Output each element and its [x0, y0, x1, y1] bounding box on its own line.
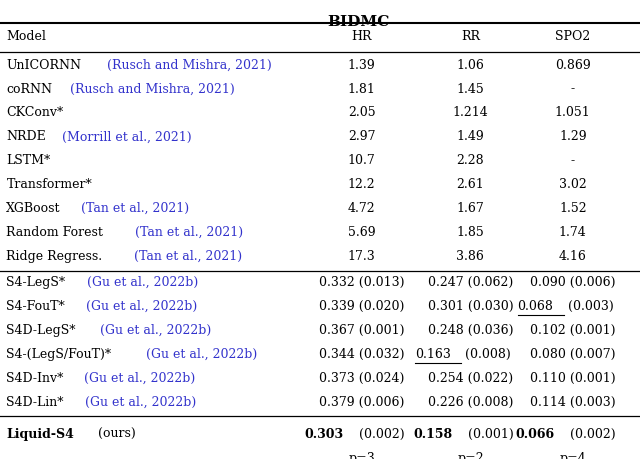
Text: 1.45: 1.45 — [456, 83, 484, 95]
Text: 1.29: 1.29 — [559, 130, 587, 143]
Text: 0.339 (0.020): 0.339 (0.020) — [319, 300, 404, 313]
Text: 2.61: 2.61 — [456, 178, 484, 191]
Text: 0.367 (0.001): 0.367 (0.001) — [319, 324, 404, 337]
Text: 10.7: 10.7 — [348, 154, 376, 168]
Text: p=4: p=4 — [559, 452, 586, 459]
Text: UnICORNN: UnICORNN — [6, 59, 81, 72]
Text: Transformer*: Transformer* — [6, 178, 92, 191]
Text: 1.67: 1.67 — [456, 202, 484, 215]
Text: 1.49: 1.49 — [456, 130, 484, 143]
Text: p=2: p=2 — [457, 452, 484, 459]
Text: 0.303: 0.303 — [305, 428, 344, 441]
Text: 1.39: 1.39 — [348, 59, 376, 72]
Text: (Tan et al., 2021): (Tan et al., 2021) — [131, 250, 243, 263]
Text: p=3: p=3 — [348, 452, 375, 459]
Text: (Morrill et al., 2021): (Morrill et al., 2021) — [58, 130, 191, 143]
Text: S4D-Lin*: S4D-Lin* — [6, 396, 64, 409]
Text: 0.254 (0.022): 0.254 (0.022) — [428, 372, 513, 385]
Text: 1.85: 1.85 — [456, 226, 484, 239]
Text: HR: HR — [351, 30, 372, 44]
Text: (Gu et al., 2022b): (Gu et al., 2022b) — [81, 396, 196, 409]
Text: 0.102 (0.001): 0.102 (0.001) — [530, 324, 616, 337]
Text: 17.3: 17.3 — [348, 250, 376, 263]
Text: (Gu et al., 2022b): (Gu et al., 2022b) — [142, 348, 257, 361]
Text: 3.02: 3.02 — [559, 178, 587, 191]
Text: 3.86: 3.86 — [456, 250, 484, 263]
Text: (0.002): (0.002) — [566, 428, 616, 441]
Text: 2.28: 2.28 — [456, 154, 484, 168]
Text: (Tan et al., 2021): (Tan et al., 2021) — [77, 202, 189, 215]
Text: 1.214: 1.214 — [452, 106, 488, 119]
Text: 0.869: 0.869 — [555, 59, 591, 72]
Text: BIDMC: BIDMC — [327, 15, 390, 29]
Text: (0.008): (0.008) — [461, 348, 511, 361]
Text: 12.2: 12.2 — [348, 178, 376, 191]
Text: 0.248 (0.036): 0.248 (0.036) — [428, 324, 513, 337]
Text: 0.226 (0.008): 0.226 (0.008) — [428, 396, 513, 409]
Text: 2.05: 2.05 — [348, 106, 376, 119]
Text: 0.247 (0.062): 0.247 (0.062) — [428, 276, 513, 289]
Text: NRDE: NRDE — [6, 130, 46, 143]
Text: 0.163: 0.163 — [415, 348, 451, 361]
Text: SPO2: SPO2 — [555, 30, 591, 44]
Text: 1.52: 1.52 — [559, 202, 587, 215]
Text: Model: Model — [6, 30, 46, 44]
Text: (0.001): (0.001) — [463, 428, 513, 441]
Text: 1.81: 1.81 — [348, 83, 376, 95]
Text: -: - — [571, 83, 575, 95]
Text: 5.69: 5.69 — [348, 226, 376, 239]
Text: (0.002): (0.002) — [355, 428, 404, 441]
Text: S4-FouT*: S4-FouT* — [6, 300, 65, 313]
Text: (Gu et al., 2022b): (Gu et al., 2022b) — [96, 324, 211, 337]
Text: -: - — [571, 154, 575, 168]
Text: 0.080 (0.007): 0.080 (0.007) — [530, 348, 616, 361]
Text: (ours): (ours) — [94, 428, 136, 441]
Text: Liquid-S4: Liquid-S4 — [6, 428, 74, 441]
Text: XGBoost: XGBoost — [6, 202, 61, 215]
Text: LSTM*: LSTM* — [6, 154, 51, 168]
Text: (0.003): (0.003) — [564, 300, 614, 313]
Text: S4-(LegS/FouT)*: S4-(LegS/FouT)* — [6, 348, 111, 361]
Text: RR: RR — [461, 30, 480, 44]
Text: 1.74: 1.74 — [559, 226, 587, 239]
Text: S4-LegS*: S4-LegS* — [6, 276, 65, 289]
Text: 0.301 (0.030): 0.301 (0.030) — [428, 300, 513, 313]
Text: 0.110 (0.001): 0.110 (0.001) — [530, 372, 616, 385]
Text: 4.16: 4.16 — [559, 250, 587, 263]
Text: 0.373 (0.024): 0.373 (0.024) — [319, 372, 404, 385]
Text: Random Forest: Random Forest — [6, 226, 103, 239]
Text: 0.379 (0.006): 0.379 (0.006) — [319, 396, 404, 409]
Text: CKConv*: CKConv* — [6, 106, 63, 119]
Text: 1.051: 1.051 — [555, 106, 591, 119]
Text: 0.068: 0.068 — [518, 300, 554, 313]
Text: (Gu et al., 2022b): (Gu et al., 2022b) — [81, 372, 196, 385]
Text: S4D-LegS*: S4D-LegS* — [6, 324, 76, 337]
Text: (Gu et al., 2022b): (Gu et al., 2022b) — [82, 300, 198, 313]
Text: 0.066: 0.066 — [516, 428, 555, 441]
Text: (Rusch and Mishra, 2021): (Rusch and Mishra, 2021) — [103, 59, 272, 72]
Text: (Gu et al., 2022b): (Gu et al., 2022b) — [83, 276, 198, 289]
Text: S4D-Inv*: S4D-Inv* — [6, 372, 64, 385]
Text: 4.72: 4.72 — [348, 202, 376, 215]
Text: 2.97: 2.97 — [348, 130, 375, 143]
Text: Ridge Regress.: Ridge Regress. — [6, 250, 102, 263]
Text: 0.114 (0.003): 0.114 (0.003) — [530, 396, 616, 409]
Text: (Rusch and Mishra, 2021): (Rusch and Mishra, 2021) — [66, 83, 234, 95]
Text: 0.090 (0.006): 0.090 (0.006) — [530, 276, 616, 289]
Text: 1.06: 1.06 — [456, 59, 484, 72]
Text: 0.332 (0.013): 0.332 (0.013) — [319, 276, 404, 289]
Text: 0.344 (0.032): 0.344 (0.032) — [319, 348, 404, 361]
Text: (Tan et al., 2021): (Tan et al., 2021) — [131, 226, 244, 239]
Text: coRNN: coRNN — [6, 83, 52, 95]
Text: 0.158: 0.158 — [413, 428, 452, 441]
